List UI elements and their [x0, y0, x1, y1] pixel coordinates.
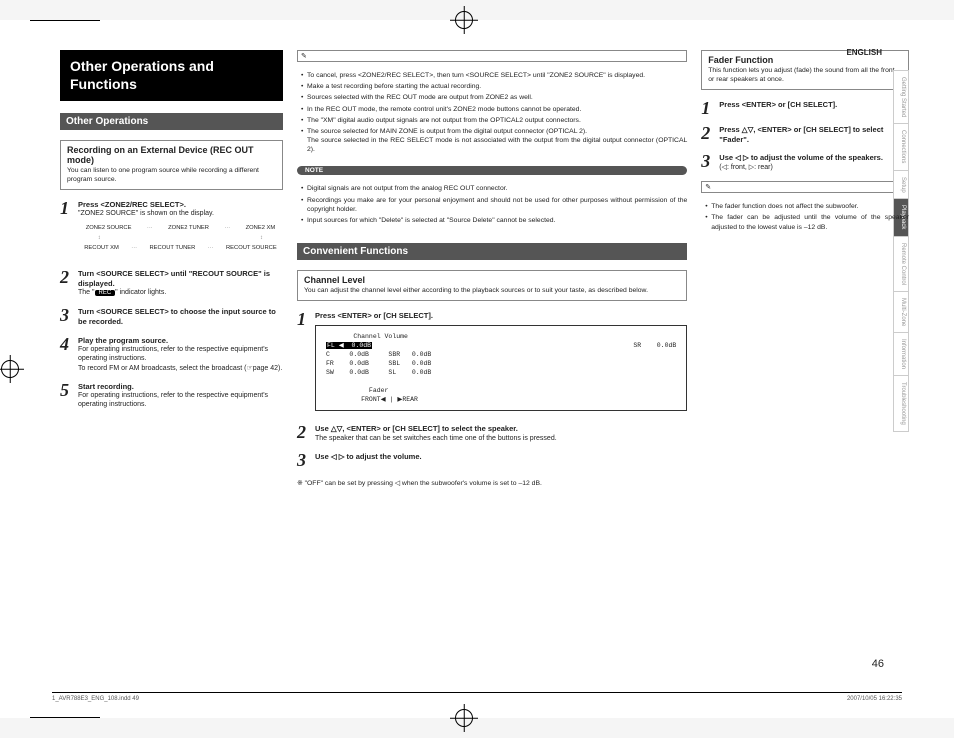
box-title: Recording on an External Device (REC OUT… — [67, 145, 276, 165]
step-5: 5 Start recording. For operating instruc… — [60, 382, 283, 410]
fader-step-2: 2 Press △▽, <ENTER> or [CH SELECT] to se… — [701, 125, 909, 145]
cl-step-3: 3 Use ◁ ▷ to adjust the volume. — [297, 452, 687, 468]
step-head: Press <ZONE2/REC SELECT>. — [78, 200, 283, 210]
channel-volume-display: Channel Volume FL ◀ 0.0dB SR 0.0dB C 0.0… — [315, 325, 687, 412]
step-1: 1 Press <ZONE2/REC SELECT>. "ZONE2 SOURC… — [60, 200, 283, 260]
bullet-item: Digital signals are not output from the … — [301, 184, 687, 193]
bullet-item: Make a test recording before starting th… — [301, 82, 687, 91]
step-text: For operating instructions, refer to the… — [78, 345, 283, 372]
bullet-item: Sources selected with the REC OUT mode a… — [301, 93, 687, 102]
step-number: 1 — [60, 200, 74, 260]
bullet-item: Input sources for which "Delete" is sele… — [301, 216, 687, 225]
crop-mark — [30, 20, 100, 21]
registration-mark — [455, 11, 473, 29]
registration-mark — [455, 709, 473, 727]
step-text: The "REC" indicator lights. — [78, 288, 283, 298]
step-head: Start recording. — [78, 382, 283, 392]
side-tab: Connections — [893, 123, 909, 169]
rec-badge: REC — [95, 290, 116, 296]
step-head: Use ◁ ▷ to adjust the volume. — [315, 452, 687, 462]
column-3: Fader Function This function lets you ad… — [701, 50, 909, 620]
step-head: Press <ENTER> or [CH SELECT]. — [315, 311, 687, 321]
bullet-item: The fader can be adjusted until the volu… — [705, 213, 909, 231]
step-number: 3 — [60, 307, 74, 327]
step-3: 3 Turn <SOURCE SELECT> to choose the inp… — [60, 307, 283, 327]
zone2-flow-diagram: ZONE2 SOURCE···ZONE2 TUNER···ZONE2 XM ↕↕… — [78, 223, 283, 254]
bullet-item: The "XM" digital audio output signals ar… — [301, 116, 687, 125]
bullet-item: In the REC OUT mode, the remote control … — [301, 105, 687, 114]
note-bullets: Digital signals are not output from the … — [297, 184, 687, 227]
fader-notes: The fader function does not affect the s… — [701, 202, 909, 234]
step-number: 1 — [297, 311, 311, 416]
bullet-item: The source selected for MAIN ZONE is out… — [301, 127, 687, 155]
side-tab: Information — [893, 332, 909, 375]
language-label: ENGLISH — [846, 48, 882, 57]
step-head: Press △▽, <ENTER> or [CH SELECT] to sele… — [719, 125, 909, 145]
pencil-icon: ✎ — [701, 181, 909, 193]
side-tabs: Getting StartedConnectionsSetupPlaybackR… — [893, 70, 909, 432]
step-number: 2 — [297, 424, 311, 443]
step-text: For operating instructions, refer to the… — [78, 391, 283, 409]
crop-mark — [30, 717, 100, 718]
step-head: Turn <SOURCE SELECT> until "RECOUT SOURC… — [78, 269, 283, 289]
fader-step-3: 3 Use ◁ ▷ to adjust the volume of the sp… — [701, 153, 909, 172]
column-2: ✎ To cancel, press <ZONE2/REC SELECT>, t… — [297, 50, 687, 620]
section-header-convenient: Convenient Functions — [297, 243, 687, 260]
footer-right: 2007/10/05 16:22:35 — [847, 696, 902, 702]
step-head: Use △▽, <ENTER> or [CH SELECT] to select… — [315, 424, 687, 434]
box-desc: You can listen to one program source whi… — [67, 167, 276, 185]
step-head: Turn <SOURCE SELECT> to choose the input… — [78, 307, 283, 327]
step-number: 3 — [297, 452, 311, 468]
manual-page: ENGLISH Getting StartedConnectionsSetupP… — [0, 20, 954, 718]
step-head: Press <ENTER> or [CH SELECT]. — [719, 100, 909, 110]
step-number: 4 — [60, 336, 74, 373]
bullet-item: The fader function does not affect the s… — [705, 202, 909, 211]
rec-out-box: Recording on an External Device (REC OUT… — [60, 140, 283, 190]
registration-mark — [1, 360, 19, 378]
step-number: 1 — [701, 100, 715, 116]
step-2: 2 Turn <SOURCE SELECT> until "RECOUT SOU… — [60, 269, 283, 298]
channel-level-box: Channel Level You can adjust the channel… — [297, 270, 687, 301]
side-tab: Remote Control — [893, 236, 909, 291]
fader-step-1: 1 Press <ENTER> or [CH SELECT]. — [701, 100, 909, 116]
section-header-other-operations: Other Operations — [60, 113, 283, 130]
step-text: (◁: front, ▷: rear) — [719, 163, 909, 172]
title-block: Other Operations and Functions — [60, 50, 283, 101]
bullet-item: Recordings you make are for your persona… — [301, 196, 687, 214]
cl-step-1: 1 Press <ENTER> or [CH SELECT]. Channel … — [297, 311, 687, 416]
side-tab: Multi-Zone — [893, 291, 909, 332]
footer: 1_AVR788E3_ENG_108.indd 49 2007/10/05 16… — [52, 692, 902, 702]
step-head: Play the program source. — [78, 336, 283, 346]
bullet-item: To cancel, press <ZONE2/REC SELECT>, the… — [301, 71, 687, 80]
note-pill: NOTE — [297, 166, 687, 175]
content-columns: Other Operations and Functions Other Ope… — [60, 50, 909, 620]
info-bullets: To cancel, press <ZONE2/REC SELECT>, the… — [297, 71, 687, 156]
step-number: 5 — [60, 382, 74, 410]
side-tab: Getting Started — [893, 70, 909, 123]
side-tab: Troubleshooting — [893, 375, 909, 432]
box-title: Channel Level — [304, 275, 680, 285]
page-number: 46 — [872, 658, 884, 670]
box-desc: This function lets you adjust (fade) the… — [708, 67, 902, 85]
step-number: 3 — [701, 153, 715, 172]
cl-step-2: 2 Use △▽, <ENTER> or [CH SELECT] to sele… — [297, 424, 687, 443]
box-desc: You can adjust the channel level either … — [304, 287, 680, 296]
footer-left: 1_AVR788E3_ENG_108.indd 49 — [52, 696, 139, 702]
step-number: 2 — [701, 125, 715, 145]
column-1: Other Operations and Functions Other Ope… — [60, 50, 283, 620]
step-text: The speaker that can be set switches eac… — [315, 434, 687, 443]
step-text: "ZONE2 SOURCE" is shown on the display. — [78, 209, 283, 218]
step-4: 4 Play the program source. For operating… — [60, 336, 283, 373]
side-tab: Setup — [893, 170, 909, 199]
step-number: 2 — [60, 269, 74, 298]
pencil-icon: ✎ — [297, 50, 687, 62]
step-head: Use ◁ ▷ to adjust the volume of the spea… — [719, 153, 909, 163]
footnote: ※ "OFF" can be set by pressing ◁ when th… — [297, 479, 687, 487]
